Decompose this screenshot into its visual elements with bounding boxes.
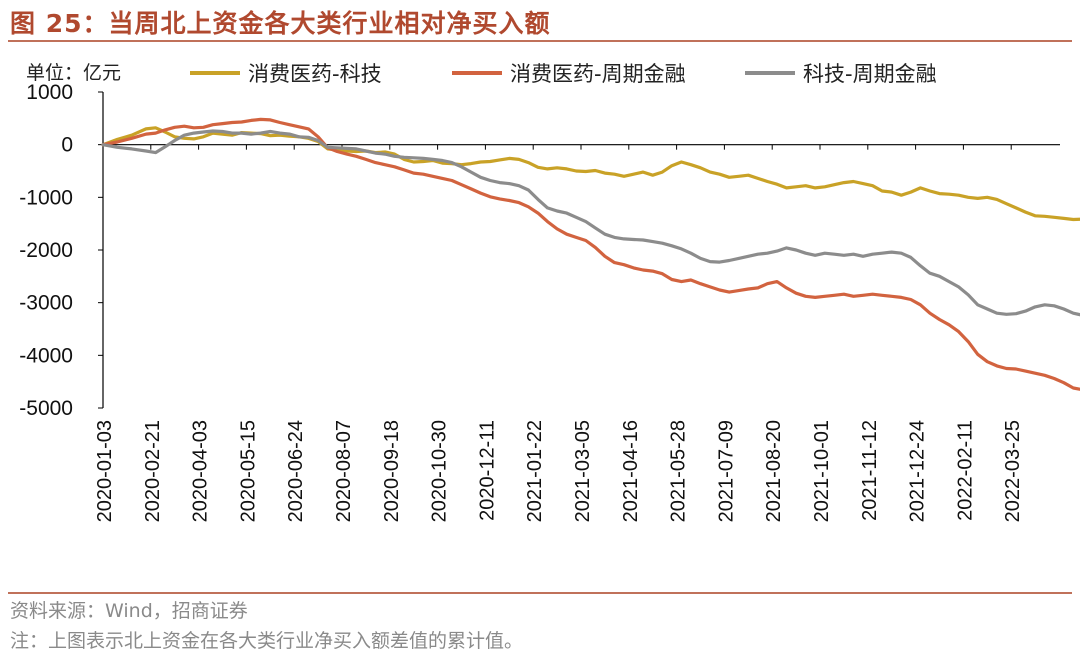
y-tick-label: -3000 (19, 292, 73, 315)
legend-swatch-consumer-cyclical (452, 71, 502, 75)
source-note: 资料来源：Wind，招商证券 (10, 600, 248, 622)
y-tick-label: 0 (61, 134, 73, 157)
y-tick-label: 1000 (26, 81, 73, 104)
x-tick-label: 2021-03-05 (572, 420, 594, 522)
figure-title: 图 25：当周北上资金各大类行业相对净买入额 (10, 9, 551, 38)
x-tick-label: 2021-08-20 (763, 420, 785, 522)
x-tick-label: 2020-12-11 (476, 420, 498, 521)
footer-divider (8, 592, 1072, 594)
y-tick-label: -5000 (19, 397, 73, 420)
x-tick-label: 2020-10-30 (429, 420, 451, 522)
title-divider (8, 40, 1072, 42)
y-tick-label: -2000 (19, 239, 73, 262)
x-tick-label: 2020-08-07 (333, 420, 355, 522)
x-tick-label: 2021-07-09 (715, 420, 737, 522)
remark-note: 注：上图表示北上资金在各大类行业净买入额差值的累计值。 (10, 630, 524, 652)
legend-swatch-consumer-tech (190, 71, 240, 75)
x-tick-label: 2021-12-24 (907, 420, 929, 522)
legend-label-consumer-cyclical: 消费医药-周期金融 (510, 62, 686, 86)
x-tick-label: 2020-05-15 (237, 420, 259, 522)
legend-label-consumer-tech: 消费医药-科技 (248, 62, 382, 86)
series-line-consumer-cyclical (101, 117, 1080, 391)
x-tick-label: 2021-05-28 (668, 420, 690, 522)
unit-label: 单位：亿元 (26, 62, 122, 84)
y-tick-label: -1000 (19, 186, 73, 209)
legend-item-tech-cyclical: 科技-周期金融 (745, 58, 937, 88)
x-tick-label: 2021-11-12 (859, 420, 881, 521)
legend-item-consumer-tech: 消费医药-科技 (190, 58, 382, 88)
x-tick-label: 2022-03-25 (1002, 420, 1024, 522)
legend-item-consumer-cyclical: 消费医药-周期金融 (452, 58, 686, 88)
x-tick-label: 2022-02-11 (954, 420, 976, 521)
x-tick-label: 2021-04-16 (620, 420, 642, 522)
x-tick-label: 2020-09-18 (381, 420, 403, 522)
x-tick-label: 2021-10-01 (811, 420, 833, 522)
x-tick-label: 2020-02-21 (142, 420, 164, 522)
legend-label-tech-cyclical: 科技-周期金融 (803, 62, 937, 86)
x-tick-label: 2021-01-22 (524, 420, 546, 522)
legend-swatch-tech-cyclical (745, 71, 795, 75)
line-chart: 1000 0 -1000 -2000 -3000 -4000 -5000 2020-01-03… (19, 81, 1080, 522)
x-tick-label: 2020-01-03 (94, 420, 116, 522)
x-tick-label: 2020-04-03 (190, 420, 212, 522)
series-line-consumer-tech (101, 126, 1080, 222)
x-tick-label: 2020-06-24 (285, 420, 307, 522)
y-tick-label: -4000 (19, 344, 73, 367)
series-line-tech-cyclical (101, 129, 1080, 317)
